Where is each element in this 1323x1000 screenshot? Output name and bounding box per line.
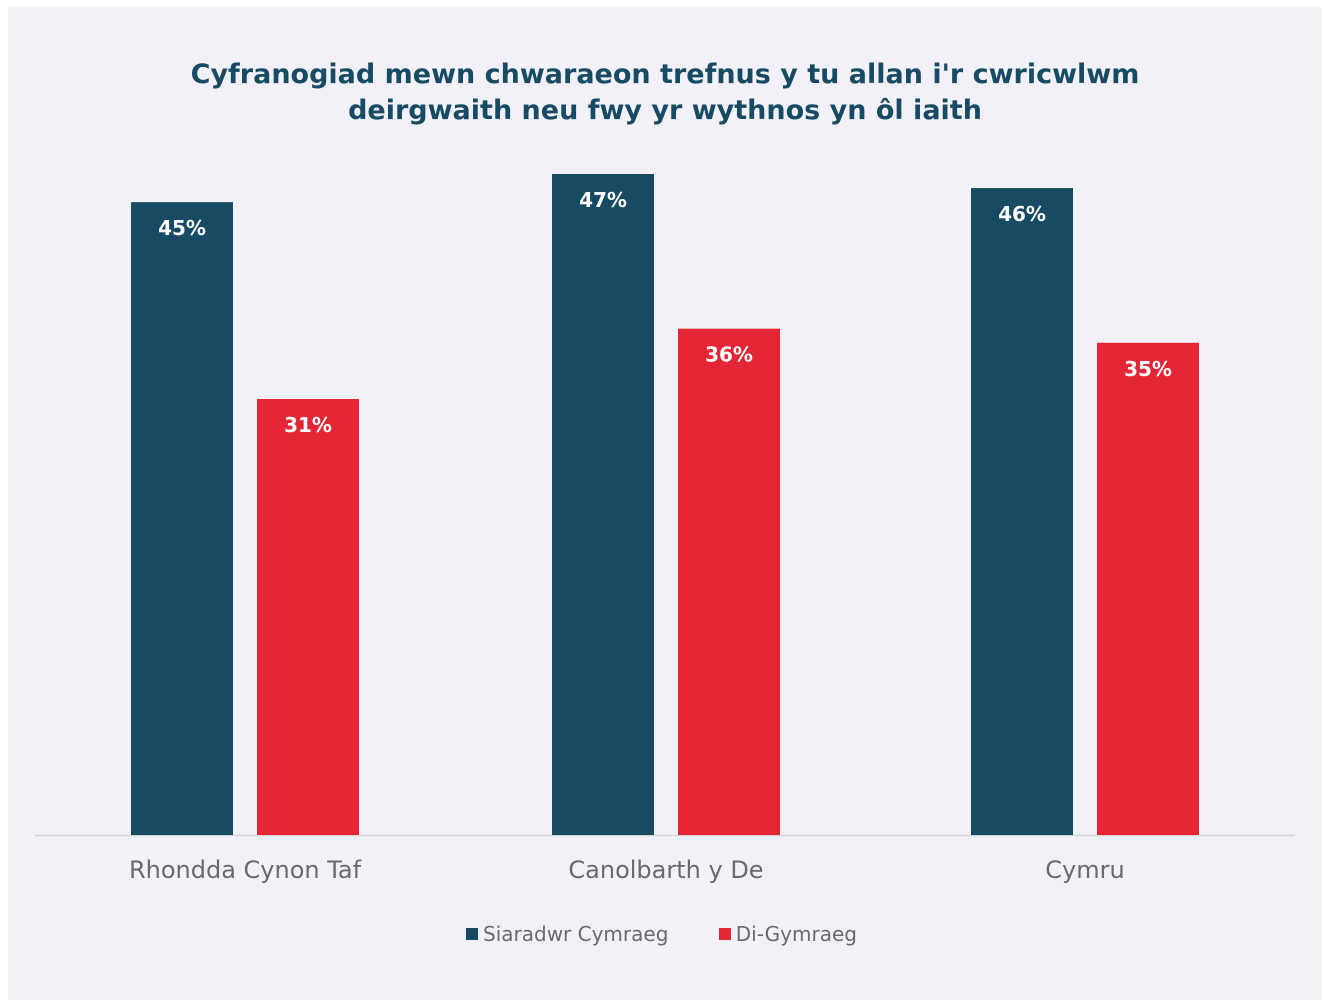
- chart-title-line-2: deirgwaith neu fwy yr wythnos yn ôl iait…: [348, 95, 982, 126]
- data-label-rhondda-cynon-taf-siaradwr-cymraeg: 45%: [158, 216, 206, 240]
- legend-item-di-gymraeg: Di-Gymraeg: [718, 922, 857, 946]
- category-label-rhondda-cynon-taf: Rhondda Cynon Taf: [129, 856, 362, 884]
- bar-canolbarth-y-de-siaradwr-cymraeg: [552, 174, 654, 835]
- data-label-rhondda-cynon-taf-di-gymraeg: 31%: [284, 413, 332, 437]
- legend-label-di-gymraeg: Di-Gymraeg: [735, 922, 857, 946]
- data-label-canolbarth-y-de-di-gymraeg: 36%: [705, 343, 753, 367]
- data-label-cymru-di-gymraeg: 35%: [1124, 357, 1172, 381]
- category-label-cymru: Cymru: [1045, 856, 1124, 884]
- bar-cymru-di-gymraeg: [1097, 342, 1199, 835]
- bar-cymru-siaradwr-cymraeg: [971, 188, 1073, 835]
- bar-canolbarth-y-de-di-gymraeg: [678, 328, 780, 835]
- legend-swatch-siaradwr-cymraeg: [466, 928, 479, 940]
- chart-title-line-1: Cyfranogiad mewn chwaraeon trefnus y tu …: [190, 59, 1140, 90]
- legend: Siaradwr Cymraeg Di-Gymraeg: [0, 922, 1323, 946]
- data-label-cymru-siaradwr-cymraeg: 46%: [998, 202, 1046, 226]
- bar-rhondda-cynon-taf-siaradwr-cymraeg: [131, 202, 233, 835]
- legend-swatch-di-gymraeg: [718, 928, 731, 940]
- category-label-canolbarth-y-de: Canolbarth y De: [568, 856, 763, 884]
- legend-label-siaradwr-cymraeg: Siaradwr Cymraeg: [483, 922, 669, 946]
- legend-item-siaradwr-cymraeg: Siaradwr Cymraeg: [466, 922, 668, 946]
- chart-title: Cyfranogiad mewn chwaraeon trefnus y tu …: [8, 57, 1322, 129]
- data-label-canolbarth-y-de-siaradwr-cymraeg: 47%: [579, 188, 627, 212]
- bar-rhondda-cynon-taf-di-gymraeg: [257, 399, 359, 835]
